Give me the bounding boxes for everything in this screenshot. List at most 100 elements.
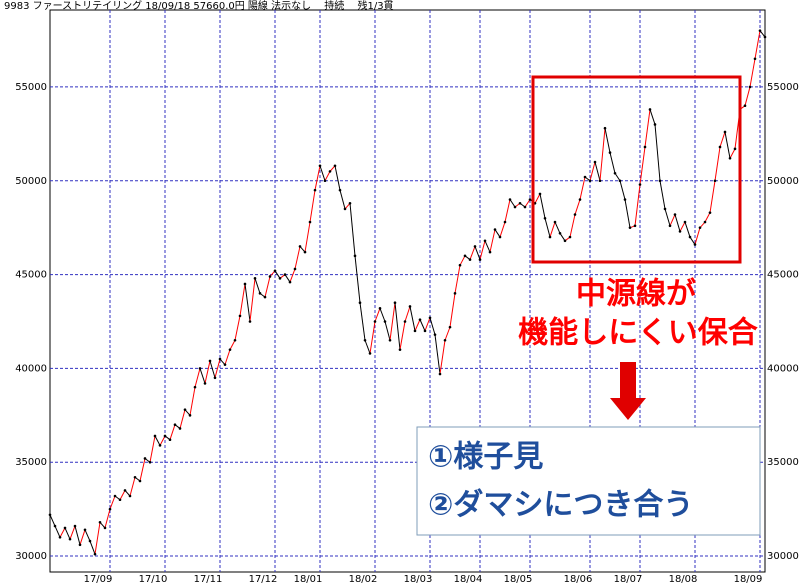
- price-point: [613, 171, 617, 175]
- y-tick-label: 30000: [15, 551, 47, 562]
- price-point: [318, 164, 322, 168]
- price-point: [408, 305, 412, 308]
- price-point: [453, 292, 457, 295]
- price-segment: [294, 246, 301, 270]
- price-segment: [439, 340, 446, 375]
- x-tick-label: 18/08: [669, 574, 698, 585]
- price-segment: [559, 233, 566, 242]
- price-point: [83, 528, 87, 532]
- price-point: [313, 188, 317, 192]
- y-tick-label: 40000: [15, 363, 47, 374]
- price-segment: [194, 368, 201, 388]
- price-point: [583, 175, 587, 179]
- price-point: [53, 524, 57, 528]
- price-point: [483, 239, 487, 243]
- price-segment: [689, 236, 696, 245]
- price-point: [178, 427, 182, 430]
- price-segment: [54, 525, 61, 538]
- price-segment: [679, 221, 686, 232]
- price-segment: [749, 58, 756, 88]
- price-segment: [459, 255, 466, 266]
- price-point: [268, 275, 272, 278]
- price-point: [688, 235, 692, 239]
- price-segment: [524, 199, 531, 208]
- x-tick-label: 18/03: [404, 574, 433, 585]
- price-segment: [594, 161, 601, 181]
- price-point: [148, 460, 152, 464]
- price-point: [643, 145, 647, 149]
- plot-frame: [49, 9, 766, 573]
- price-segment: [544, 218, 551, 238]
- price-point: [693, 243, 697, 246]
- price-point: [663, 207, 667, 211]
- price-point: [48, 513, 52, 517]
- y-tick-label: 35000: [15, 457, 47, 468]
- price-point: [588, 179, 592, 183]
- price-segment: [314, 165, 321, 191]
- y-tick-label: 55000: [15, 82, 47, 93]
- price-segment: [209, 360, 216, 378]
- price-segment: [154, 435, 161, 446]
- x-tick-label: 18/02: [349, 574, 378, 585]
- price-point: [713, 179, 717, 183]
- price-point: [628, 226, 632, 229]
- price-segment: [704, 212, 711, 223]
- price-point: [118, 498, 122, 502]
- price-point: [553, 220, 557, 224]
- price-point: [498, 235, 502, 239]
- price-segment: [429, 317, 436, 335]
- price-segment: [574, 199, 581, 215]
- price-segment: [284, 274, 291, 283]
- price-point: [603, 126, 607, 130]
- price-segment: [614, 172, 621, 182]
- price-point: [243, 282, 247, 286]
- x-tick-label: 17/10: [139, 574, 168, 585]
- price-point: [58, 535, 62, 539]
- price-segment: [604, 128, 611, 153]
- price-segment: [309, 190, 316, 223]
- price-segment: [494, 229, 501, 238]
- price-segment: [389, 302, 396, 341]
- price-segment: [549, 221, 556, 238]
- price-point: [233, 338, 237, 342]
- price-segment: [634, 184, 641, 226]
- price-point: [723, 130, 727, 134]
- price-point: [403, 320, 407, 323]
- price-point: [63, 526, 67, 530]
- note-box: [416, 426, 761, 536]
- price-point: [213, 376, 217, 380]
- annotation: 中源線が: [576, 277, 696, 312]
- y-tick-label: 40000: [767, 363, 799, 374]
- price-point: [743, 104, 747, 107]
- price-point: [678, 230, 682, 233]
- price-segment: [554, 221, 561, 234]
- price-point: [648, 108, 652, 111]
- price-point: [373, 320, 377, 323]
- price-segment: [304, 221, 311, 253]
- price-point: [748, 85, 752, 89]
- price-point: [133, 475, 137, 479]
- price-point: [563, 239, 567, 243]
- price-segment: [224, 349, 231, 365]
- price-point: [733, 147, 737, 151]
- price-point: [618, 179, 622, 183]
- y-tick-label: 50000: [15, 176, 47, 187]
- price-point: [98, 520, 102, 524]
- price-segment: [599, 128, 606, 181]
- price-segment: [74, 525, 81, 545]
- price-segment: [254, 278, 261, 294]
- price-segment: [69, 525, 76, 540]
- price-segment: [484, 240, 491, 253]
- price-point: [543, 216, 547, 220]
- price-segment: [674, 214, 681, 232]
- price-point: [248, 320, 252, 323]
- price-segment: [589, 161, 596, 181]
- price-point: [513, 205, 517, 209]
- price-point: [683, 220, 687, 224]
- price-point: [323, 179, 327, 183]
- price-segment: [489, 229, 496, 253]
- price-point: [638, 183, 642, 186]
- price-segment: [59, 527, 66, 538]
- price-segment: [534, 193, 541, 204]
- price-point: [333, 164, 337, 168]
